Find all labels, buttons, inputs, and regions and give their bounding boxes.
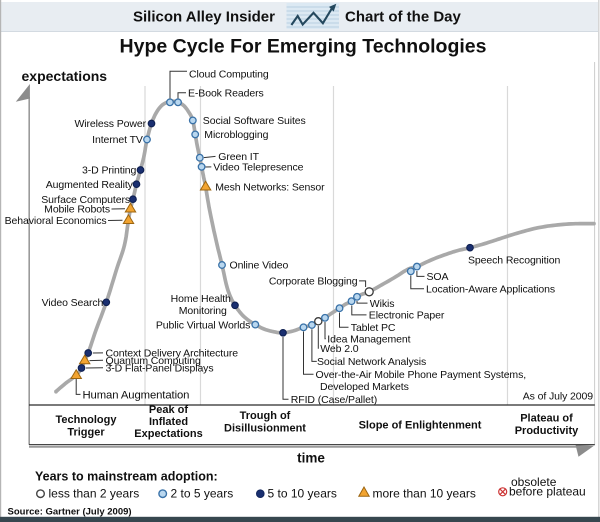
- svg-text:Disillusionment: Disillusionment: [224, 423, 306, 435]
- svg-text:Chart of the Day: Chart of the Day: [345, 9, 462, 26]
- svg-text:Cloud Computing: Cloud Computing: [189, 69, 269, 81]
- svg-text:time: time: [297, 451, 325, 466]
- svg-text:Speech Recognition: Speech Recognition: [468, 254, 560, 266]
- svg-text:Mesh Networks: Sensor: Mesh Networks: Sensor: [215, 182, 325, 194]
- svg-text:Monitoring: Monitoring: [179, 305, 227, 317]
- svg-text:before plateau: before plateau: [509, 485, 586, 499]
- svg-text:Inflated: Inflated: [149, 416, 188, 428]
- svg-text:Social Software Suites: Social Software Suites: [203, 115, 306, 127]
- svg-text:Developed Markets: Developed Markets: [320, 381, 409, 393]
- svg-text:expectations: expectations: [22, 68, 108, 84]
- svg-text:Idea Management: Idea Management: [327, 333, 410, 345]
- svg-text:Public Virtual Worlds: Public Virtual Worlds: [156, 319, 250, 331]
- svg-text:As of July 2009: As of July 2009: [523, 391, 594, 403]
- svg-text:Corporate Blogging: Corporate Blogging: [269, 276, 358, 288]
- svg-text:Slope of Enlightenment: Slope of Enlightenment: [359, 420, 482, 432]
- svg-text:Surface Computers: Surface Computers: [41, 194, 130, 206]
- svg-text:3-D Flat-Panel Displays: 3-D Flat-Panel Displays: [106, 363, 214, 375]
- svg-text:Green IT: Green IT: [218, 151, 259, 163]
- svg-text:Years to mainstream adoption:: Years to mainstream adoption:: [35, 470, 218, 484]
- svg-text:Video Telepresence: Video Telepresence: [213, 162, 303, 174]
- svg-text:Microblogging: Microblogging: [204, 129, 268, 141]
- svg-text:Internet TV: Internet TV: [92, 134, 143, 146]
- svg-text:obsolete: obsolete: [511, 475, 557, 489]
- svg-text:Wireless Power: Wireless Power: [74, 118, 146, 130]
- svg-text:Trough of: Trough of: [240, 410, 291, 422]
- svg-text:E-Book Readers: E-Book Readers: [188, 88, 264, 100]
- svg-text:Source: Gartner (July 2009): Source: Gartner (July 2009): [8, 507, 132, 518]
- svg-text:3-D Printing: 3-D Printing: [82, 165, 136, 177]
- svg-text:Peak of: Peak of: [149, 404, 188, 416]
- svg-text:less than 2 years: less than 2 years: [49, 487, 140, 501]
- svg-text:Electronic Paper: Electronic Paper: [369, 310, 445, 322]
- svg-text:Quantum Computing: Quantum Computing: [106, 355, 201, 367]
- svg-text:Productivity: Productivity: [515, 425, 579, 437]
- svg-text:Silicon Alley Insider: Silicon Alley Insider: [133, 9, 275, 26]
- svg-text:Behavioral Economics: Behavioral Economics: [5, 215, 107, 227]
- svg-text:RFID (Case/Pallet): RFID (Case/Pallet): [291, 394, 377, 406]
- svg-text:2 to 5 years: 2 to 5 years: [171, 487, 234, 501]
- svg-text:Augmented Reality: Augmented Reality: [46, 179, 134, 191]
- svg-text:Technology: Technology: [56, 414, 118, 426]
- svg-text:Over-the-Air Mobile Phone Paym: Over-the-Air Mobile Phone Payment System…: [316, 369, 527, 381]
- svg-text:Plateau of: Plateau of: [520, 413, 573, 425]
- svg-text:5 to 10 years: 5 to 10 years: [268, 487, 337, 501]
- svg-text:SOA: SOA: [427, 271, 449, 283]
- svg-text:Location-Aware Applications: Location-Aware Applications: [426, 283, 555, 295]
- svg-text:Social Network Analysis: Social Network Analysis: [317, 356, 426, 368]
- svg-text:Expectations: Expectations: [134, 428, 202, 440]
- svg-text:Online Video: Online Video: [230, 260, 289, 272]
- svg-text:Wikis: Wikis: [370, 298, 395, 310]
- svg-text:Context Delivery Architecture: Context Delivery Architecture: [106, 348, 239, 360]
- svg-text:Hype Cycle For Emerging Techno: Hype Cycle For Emerging Technologies: [120, 36, 487, 58]
- svg-text:Home Health: Home Health: [171, 293, 231, 305]
- svg-text:Tablet PC: Tablet PC: [351, 322, 396, 334]
- svg-text:Human Augmentation: Human Augmentation: [83, 389, 190, 401]
- svg-text:more than 10 years: more than 10 years: [373, 487, 476, 501]
- svg-text:Video Search: Video Search: [42, 297, 104, 309]
- svg-text:Web 2.0: Web 2.0: [320, 343, 358, 355]
- svg-text:Trigger: Trigger: [67, 427, 105, 439]
- svg-text:Mobile Robots: Mobile Robots: [44, 204, 110, 216]
